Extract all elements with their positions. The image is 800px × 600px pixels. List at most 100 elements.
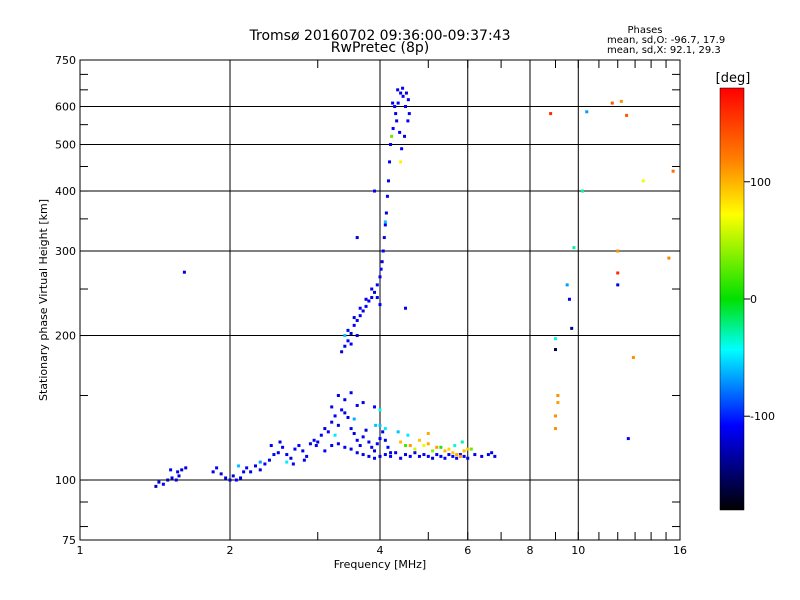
data-point <box>399 91 403 95</box>
y-tick-label: 75 <box>62 534 76 547</box>
data-point <box>565 283 569 287</box>
data-point <box>462 449 466 453</box>
data-point <box>352 316 356 320</box>
data-point <box>333 433 337 437</box>
data-point <box>289 456 293 460</box>
data-point <box>367 454 371 458</box>
data-point <box>403 105 407 109</box>
y-axis-label: Stationary phase Virtual Height [km] <box>37 199 50 401</box>
data-point <box>361 435 365 439</box>
data-point <box>293 447 297 451</box>
data-point <box>386 179 390 183</box>
data-point <box>219 472 223 476</box>
data-point <box>435 445 439 449</box>
data-point <box>182 270 186 274</box>
data-point <box>378 303 382 307</box>
chart-subtitle: RwPretec (8p) <box>331 40 429 56</box>
data-point <box>458 453 462 457</box>
data-point <box>408 444 412 448</box>
data-points <box>154 86 675 488</box>
data-point <box>343 344 347 348</box>
data-point <box>249 470 253 474</box>
data-point <box>358 444 362 448</box>
colorbar-ticks: 100 0 -100 <box>744 176 775 423</box>
x-tick-label: 8 <box>527 544 534 557</box>
data-point <box>349 391 353 395</box>
data-point <box>447 453 451 457</box>
data-point <box>556 394 560 398</box>
data-point <box>389 454 393 458</box>
data-point <box>370 296 374 300</box>
colorbar-label: [deg] <box>716 71 751 86</box>
data-point <box>355 334 359 338</box>
data-point <box>379 267 383 271</box>
data-point <box>373 456 377 460</box>
data-point <box>619 99 623 103</box>
data-point <box>336 423 340 427</box>
data-point <box>370 445 374 449</box>
data-point <box>393 105 397 109</box>
data-point <box>343 398 347 402</box>
data-point <box>439 445 443 449</box>
data-point <box>330 405 334 409</box>
data-point <box>390 134 394 138</box>
data-point <box>291 462 295 466</box>
data-point <box>610 101 614 105</box>
x-tick-label: 6 <box>464 544 471 557</box>
data-point <box>314 444 318 448</box>
data-point <box>401 86 405 90</box>
data-point <box>403 134 407 138</box>
data-point <box>480 454 484 458</box>
data-point <box>336 442 340 446</box>
data-point <box>340 408 344 412</box>
data-point <box>469 447 473 451</box>
data-point <box>154 484 158 488</box>
data-point <box>439 454 443 458</box>
data-point <box>394 112 398 116</box>
colorbar <box>719 87 745 511</box>
data-point <box>245 466 249 470</box>
x-tick-label: 2 <box>227 544 234 557</box>
data-point <box>375 442 379 446</box>
data-point <box>581 189 585 193</box>
data-point <box>336 394 340 398</box>
data-point <box>333 414 337 418</box>
colorbar-tick-label: 0 <box>750 293 757 306</box>
data-point <box>453 444 457 448</box>
data-point <box>364 304 368 308</box>
data-point <box>374 423 378 427</box>
data-point <box>269 444 273 448</box>
data-point <box>401 94 405 98</box>
data-point <box>224 476 228 480</box>
data-point <box>305 454 309 458</box>
data-point <box>383 220 387 224</box>
data-point <box>301 449 305 453</box>
data-point <box>358 314 362 318</box>
y-tick-label: 500 <box>55 139 76 152</box>
data-point <box>383 427 387 431</box>
data-point <box>373 290 377 294</box>
data-point <box>361 401 365 405</box>
data-point <box>355 438 359 442</box>
data-point <box>403 453 407 457</box>
data-point <box>406 119 410 123</box>
data-point <box>417 454 421 458</box>
data-point <box>458 454 462 458</box>
data-point <box>180 468 184 472</box>
data-point <box>395 119 399 123</box>
data-point <box>553 427 557 431</box>
data-point <box>323 427 327 431</box>
data-point <box>169 468 173 472</box>
data-point <box>231 474 235 478</box>
data-point <box>388 160 392 164</box>
data-point <box>323 449 327 453</box>
x-tick-label: 16 <box>673 544 687 557</box>
data-point <box>549 112 553 116</box>
data-point <box>389 143 393 147</box>
data-point <box>460 440 464 444</box>
y-tick-label: 300 <box>55 245 76 258</box>
data-point <box>177 474 181 478</box>
data-point <box>641 179 645 183</box>
grid-lines <box>80 60 680 540</box>
data-point <box>384 211 388 215</box>
